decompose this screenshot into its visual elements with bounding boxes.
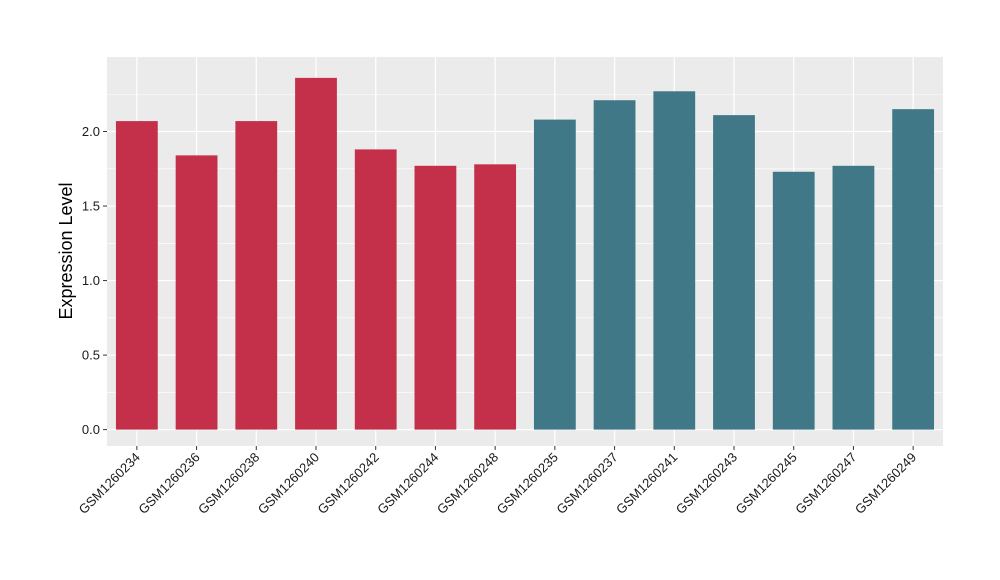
bar-gsm1260238 xyxy=(235,121,278,430)
y-tick-label: 1.5 xyxy=(82,199,100,214)
bar-gsm1260243 xyxy=(713,115,755,430)
x-tick-label: GSM1260249 xyxy=(852,450,919,517)
y-axis-title: Expression Level xyxy=(56,182,76,319)
bar-gsm1260234 xyxy=(115,121,158,430)
bars xyxy=(115,77,935,430)
bar-gsm1260247 xyxy=(832,165,875,430)
bar-gsm1260235 xyxy=(533,119,576,430)
y-tick-label: 2.0 xyxy=(82,124,100,139)
bar-gsm1260241 xyxy=(653,91,696,430)
bar-gsm1260240 xyxy=(295,77,337,430)
bar-gsm1260242 xyxy=(354,149,397,430)
x-tick-label: GSM1260240 xyxy=(255,450,322,517)
x-tick-label: GSM1260247 xyxy=(792,450,859,517)
x-axis: GSM1260234GSM1260236GSM1260238GSM1260240… xyxy=(76,446,919,517)
x-tick-label: GSM1260238 xyxy=(195,450,262,517)
x-tick-label: GSM1260245 xyxy=(732,450,799,517)
bar-gsm1260248 xyxy=(474,164,517,430)
y-tick-label: 0.0 xyxy=(82,422,100,437)
x-tick-label: GSM1260244 xyxy=(374,450,441,517)
x-tick-label: GSM1260234 xyxy=(76,450,143,517)
x-tick-label: GSM1260241 xyxy=(613,450,680,517)
bar-gsm1260244 xyxy=(414,165,457,430)
plot-panel xyxy=(107,57,943,446)
bar-gsm1260237 xyxy=(593,100,636,430)
x-tick-label: GSM1260243 xyxy=(673,450,740,517)
y-axis: 0.0 0.5 1.0 1.5 2.0 xyxy=(82,124,107,437)
x-tick-label: GSM1260236 xyxy=(135,450,202,517)
bar-gsm1260249 xyxy=(892,109,935,430)
x-tick-label: GSM1260242 xyxy=(314,450,381,517)
y-tick-label: 1.0 xyxy=(82,273,100,288)
bar-gsm1260245 xyxy=(772,171,815,430)
x-tick-label: GSM1260235 xyxy=(494,450,561,517)
x-tick-label: GSM1260237 xyxy=(553,450,620,517)
x-tick-label: GSM1260248 xyxy=(434,450,501,517)
bar-gsm1260236 xyxy=(175,155,218,430)
y-tick-label: 0.5 xyxy=(82,348,100,363)
